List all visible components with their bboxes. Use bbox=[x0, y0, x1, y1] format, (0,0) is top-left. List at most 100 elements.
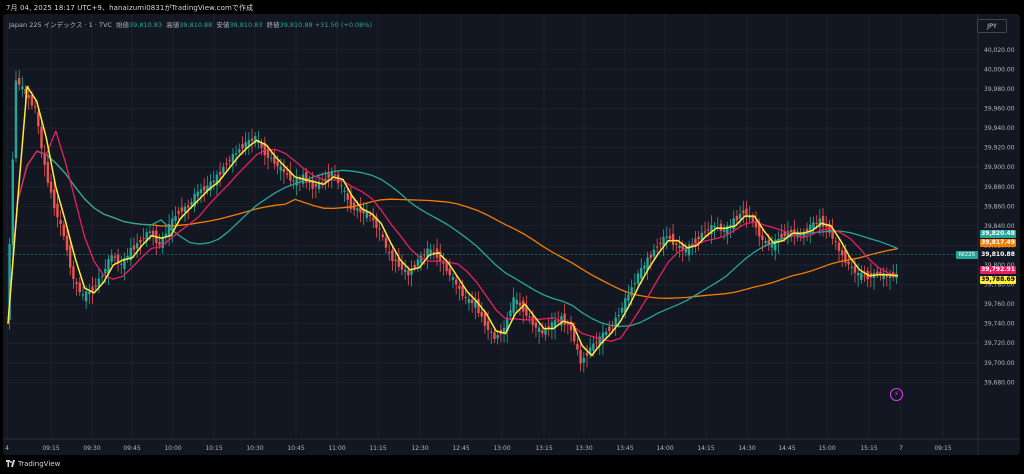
open-label: 始値 bbox=[116, 21, 130, 29]
candle-body bbox=[710, 224, 713, 235]
x-tick-label: 14:45 bbox=[778, 445, 795, 452]
candle-body bbox=[62, 224, 66, 237]
candle-body bbox=[742, 210, 745, 214]
candle-body bbox=[346, 193, 349, 200]
candle-body bbox=[598, 336, 601, 346]
symbol-title[interactable]: Japan 225 インデックス · 1 · TVC bbox=[9, 21, 112, 29]
x-tick-label: 7 bbox=[899, 445, 903, 452]
x-tick-label: 13:45 bbox=[616, 445, 633, 452]
candle-body bbox=[400, 262, 404, 270]
candle-body bbox=[72, 266, 75, 280]
candle-body bbox=[132, 245, 136, 250]
y-tick-label: 39,760.00 bbox=[984, 301, 1015, 308]
candle-body bbox=[388, 252, 391, 254]
candle-body bbox=[372, 217, 375, 221]
y-tick-label: 39,700.00 bbox=[984, 360, 1015, 367]
candle-body bbox=[537, 327, 541, 333]
currency-button[interactable]: JPY bbox=[977, 19, 1007, 33]
candle-body bbox=[24, 88, 27, 94]
candle-body bbox=[828, 223, 831, 233]
candle-body bbox=[458, 285, 461, 289]
candle-body bbox=[171, 218, 174, 231]
candle-body bbox=[633, 283, 637, 285]
candle-body bbox=[17, 77, 21, 85]
candle-body bbox=[754, 221, 758, 228]
candle-body bbox=[349, 194, 353, 209]
candle-body bbox=[659, 242, 662, 244]
candle-body bbox=[327, 173, 330, 178]
lightning-icon[interactable]: ⚡ bbox=[890, 388, 903, 401]
candle-body bbox=[289, 171, 292, 181]
x-tick-label: 10:45 bbox=[287, 445, 304, 452]
candle-body bbox=[853, 265, 857, 273]
candle-body bbox=[837, 242, 841, 251]
x-tick-label: 14:30 bbox=[738, 445, 755, 452]
candle-body bbox=[43, 152, 46, 165]
candle-body bbox=[461, 285, 464, 297]
candle-body bbox=[490, 331, 493, 333]
candle-body bbox=[113, 256, 117, 258]
candle-body bbox=[254, 135, 257, 144]
candle-body bbox=[75, 282, 78, 284]
candle-body bbox=[384, 237, 388, 248]
candle-body bbox=[135, 243, 139, 249]
candle-body bbox=[69, 245, 72, 268]
candle-body bbox=[238, 149, 241, 153]
x-tick-label: 15:15 bbox=[860, 445, 877, 452]
candle-body bbox=[30, 94, 34, 106]
candle-body bbox=[751, 216, 755, 222]
candle-body bbox=[809, 224, 812, 232]
candle-body bbox=[212, 180, 215, 183]
candle-body bbox=[474, 301, 477, 308]
candle-body bbox=[595, 342, 598, 344]
candle-body bbox=[116, 254, 120, 264]
candle-body bbox=[534, 322, 538, 328]
symbol-price-tag: NI225 bbox=[956, 251, 978, 259]
candle-body bbox=[78, 282, 81, 293]
candle-body bbox=[151, 230, 155, 236]
candle-body bbox=[333, 174, 337, 176]
candle-body bbox=[502, 327, 506, 334]
candle-body bbox=[643, 265, 646, 269]
candle-body bbox=[8, 244, 11, 320]
candle-body bbox=[515, 299, 518, 305]
candle-body bbox=[652, 249, 656, 257]
candle-body bbox=[815, 222, 818, 224]
candle-body bbox=[601, 332, 605, 344]
candle-body bbox=[413, 264, 416, 268]
y-tick-label: 39,680.00 bbox=[984, 379, 1015, 386]
brand-name: TradingView bbox=[18, 460, 61, 468]
candle-body bbox=[206, 185, 209, 191]
candle-body bbox=[748, 215, 751, 219]
candle-body bbox=[250, 138, 254, 141]
candle-body bbox=[630, 287, 633, 296]
candle-body bbox=[761, 235, 764, 240]
candle-body bbox=[557, 320, 560, 322]
change-value: +31.50 (+0.08%) bbox=[314, 21, 373, 29]
candle-body bbox=[292, 180, 295, 182]
y-tick-label: 39,840.00 bbox=[984, 223, 1015, 230]
candle-body bbox=[697, 236, 700, 240]
y-tick-label: 39,980.00 bbox=[984, 86, 1015, 93]
chart-panel[interactable]: 39,680.00 39,700.00 39,720.00 39,740.00 39,7… bbox=[3, 14, 1020, 455]
candle-body bbox=[493, 332, 496, 339]
candle-body bbox=[174, 216, 177, 221]
candle-body bbox=[477, 299, 480, 314]
candle-body bbox=[432, 251, 436, 254]
candle-body bbox=[359, 207, 362, 213]
candle-body bbox=[617, 315, 621, 317]
candle-body bbox=[745, 208, 748, 216]
candle-body bbox=[588, 347, 592, 355]
candle-body bbox=[470, 299, 474, 304]
candle-body bbox=[37, 112, 40, 127]
orange-ma-line bbox=[7, 150, 899, 324]
candle-body bbox=[818, 218, 822, 228]
candle-body bbox=[49, 181, 53, 193]
y-tick-label: 39,900.00 bbox=[984, 164, 1015, 171]
candle-body bbox=[569, 321, 573, 331]
price-chart[interactable]: 39,680.00 39,700.00 39,720.00 39,740.00 39,7… bbox=[3, 14, 1020, 455]
candle-body bbox=[266, 148, 270, 158]
candle-body bbox=[429, 249, 432, 256]
candle-body bbox=[553, 320, 557, 328]
y-tick-label: 39,800.00 bbox=[984, 262, 1015, 269]
